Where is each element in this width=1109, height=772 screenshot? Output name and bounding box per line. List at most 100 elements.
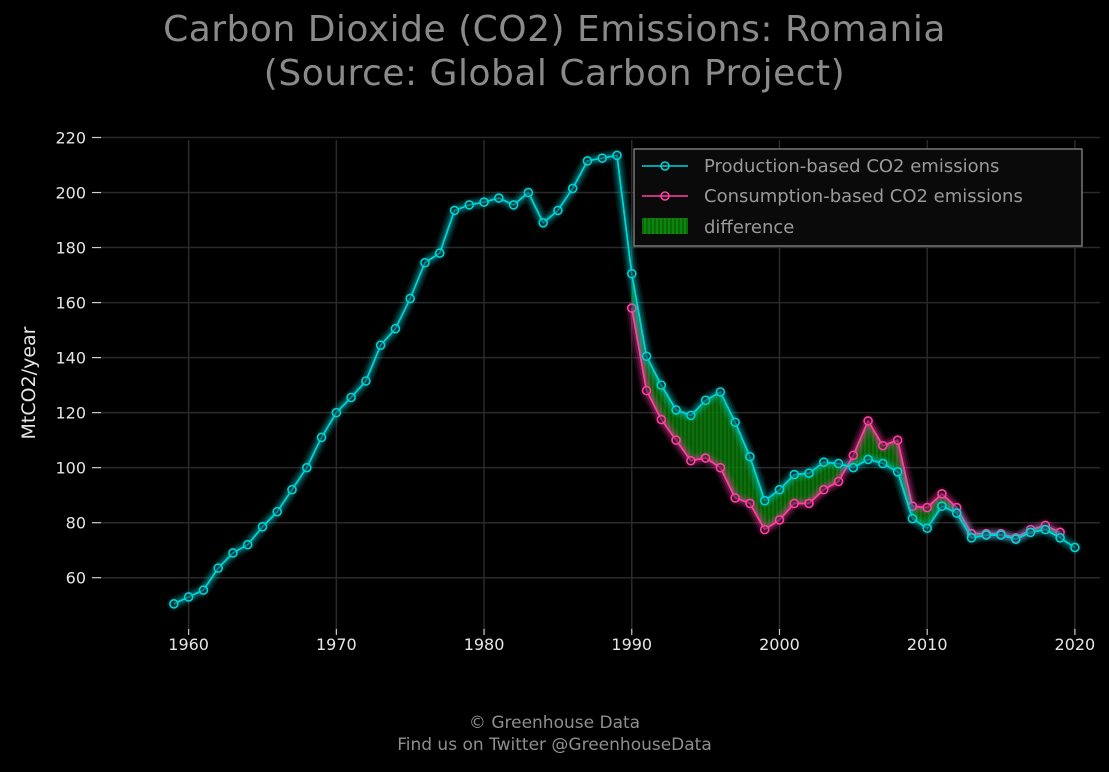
consumption-point: [833, 476, 844, 487]
production-point: [361, 376, 371, 386]
production-point: [996, 530, 1006, 540]
consumption-point: [804, 498, 814, 509]
production-point: [671, 405, 681, 415]
y-tick-label: 120: [55, 404, 86, 423]
production-point: [434, 248, 445, 258]
production-point: [937, 501, 947, 511]
production-point: [1055, 533, 1065, 543]
production-point: [301, 462, 312, 473]
x-tick-label: 1960: [168, 635, 209, 654]
production-point: [951, 508, 962, 518]
production-point: [287, 484, 297, 495]
production-point: [597, 153, 608, 163]
production-point: [1025, 527, 1036, 538]
y-tick-label: 160: [55, 294, 86, 313]
production-point: [405, 293, 415, 304]
production-point: [198, 585, 209, 595]
production-point: [449, 205, 460, 216]
y-tick-label: 140: [55, 349, 86, 368]
production-point: [626, 268, 637, 279]
production-point: [656, 380, 667, 390]
consumption-point: [656, 414, 667, 425]
chart-title-line-1: Carbon Dioxide (CO2) Emissions: Romania: [163, 9, 946, 50]
production-point: [1011, 534, 1021, 545]
production-line: [173, 154, 1076, 605]
production-point: [494, 193, 504, 203]
x-tick-label: 1980: [464, 635, 505, 654]
production-point: [553, 205, 563, 216]
chart-title: Carbon Dioxide (CO2) Emissions: Romania …: [0, 8, 1109, 96]
consumption-point: [686, 455, 696, 466]
production-point: [538, 217, 548, 228]
consumption-point: [671, 435, 681, 445]
legend-production-label: Production-based CO2 emissions: [704, 156, 999, 177]
production-point: [686, 410, 696, 421]
production-point: [479, 197, 489, 207]
legend-difference-label: difference: [704, 217, 794, 238]
production-point: [745, 451, 755, 462]
production-point: [612, 150, 622, 161]
production-point: [715, 387, 726, 397]
consumption-point: [818, 484, 829, 495]
production-point: [390, 323, 401, 334]
y-tick-label: 60: [66, 569, 86, 588]
production-point: [242, 539, 253, 550]
y-tick-label: 180: [55, 239, 86, 258]
footer-twitter: Find us on Twitter @GreenhouseData: [397, 735, 712, 755]
consumption-point: [878, 440, 888, 451]
x-tick-label: 2010: [907, 635, 948, 654]
consumption-point: [922, 502, 932, 513]
legend-consumption-label: Consumption-based CO2 emissions: [704, 186, 1023, 207]
y-tick-label: 200: [55, 184, 86, 203]
consumption-point: [641, 385, 652, 396]
production-point: [375, 340, 386, 351]
consumption-point: [789, 498, 800, 509]
consumption-point: [892, 435, 903, 445]
x-tick-label: 1970: [316, 635, 357, 654]
production-point: [907, 513, 918, 524]
production-point: [804, 468, 814, 478]
production-point: [1070, 542, 1080, 553]
legend-consumption-marker: [660, 191, 670, 201]
production-point: [981, 530, 992, 540]
consumption-point: [715, 462, 726, 473]
production-point: [878, 458, 888, 469]
y-tick-label: 100: [55, 459, 86, 478]
production-point: [331, 407, 342, 418]
consumption-point: [700, 453, 711, 463]
x-tick-label: 2020: [1055, 635, 1096, 654]
footer-copyright: © Greenhouse Data: [468, 713, 641, 733]
x-tick-label: 2000: [759, 635, 800, 654]
legend-production-marker: [660, 161, 670, 171]
production-point: [420, 257, 430, 268]
production-point: [641, 351, 652, 362]
production-point: [789, 469, 800, 480]
production-point: [818, 457, 829, 467]
chart-title-line-2: (Source: Global Carbon Project): [263, 53, 846, 94]
production-point: [863, 454, 873, 465]
consumption-point: [626, 303, 637, 313]
production-point: [272, 506, 283, 517]
production-point: [922, 523, 932, 533]
consumption-point: [759, 524, 770, 535]
production-point: [346, 392, 356, 403]
production-point: [567, 183, 578, 194]
footer: © Greenhouse Data Find us on Twitter @Gr…: [0, 712, 1109, 756]
consumption-line: [630, 307, 1061, 539]
production-point: [582, 156, 593, 166]
difference-area: [631, 273, 1061, 540]
x-tick-label: 1990: [611, 635, 652, 654]
production-point: [966, 533, 977, 543]
production-point: [730, 417, 740, 428]
difference-fill: [631, 273, 1061, 540]
legend-frame: [633, 148, 1083, 247]
production-point: [1040, 524, 1051, 535]
production-point: [228, 548, 238, 558]
production-point: [774, 484, 785, 495]
series-lines: [166, 148, 1082, 611]
production-point: [848, 462, 859, 473]
production-point: [257, 522, 268, 532]
production-point: [464, 200, 475, 210]
consumption-point: [863, 416, 873, 426]
